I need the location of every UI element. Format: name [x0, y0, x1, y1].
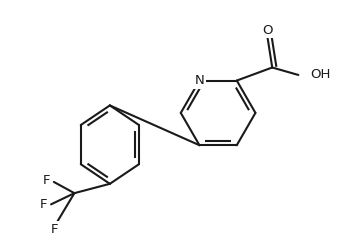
Text: N: N	[194, 74, 204, 87]
Text: O: O	[262, 24, 273, 37]
Text: F: F	[43, 174, 50, 187]
Text: OH: OH	[310, 69, 331, 81]
Text: F: F	[40, 198, 48, 211]
Text: F: F	[51, 223, 59, 236]
